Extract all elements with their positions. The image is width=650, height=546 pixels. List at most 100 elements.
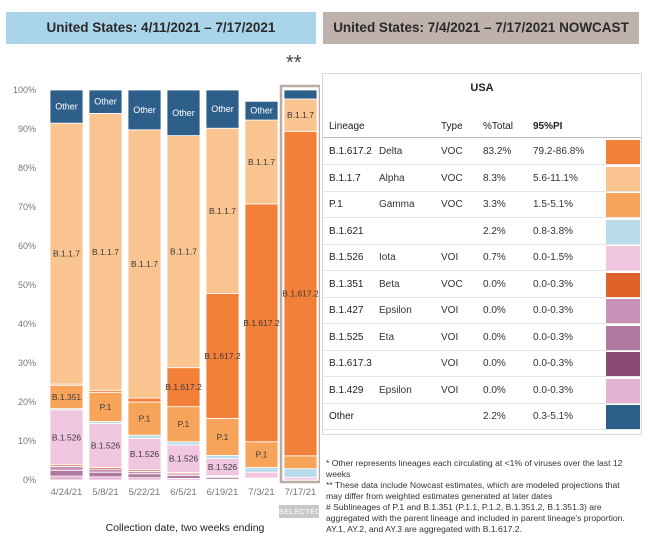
bar-segment-b-1-525 [127, 473, 162, 479]
type-cell: VOI [441, 358, 459, 369]
x-tick-label: 5/8/21 [92, 487, 118, 498]
table-row: P.1 Gamma VOC 3.3% 1.5-5.1% [323, 191, 641, 218]
table-header-divider [323, 137, 641, 138]
who-label-cell: Beta [379, 278, 400, 290]
bar-data-label: P.1 [100, 402, 112, 412]
bar-segment-b-1-621 [244, 467, 279, 473]
bar-data-label: Other [172, 108, 195, 118]
bar-data-label: Other [133, 105, 156, 115]
bar-segment-b-1-1-7 [166, 135, 201, 369]
table-row: B.1.351 Beta VOC 0.0% 0.0-0.3% [323, 271, 641, 298]
pi-cell: 0.3-5.1% [533, 411, 574, 422]
bar-segment-b-1-617-2 [127, 397, 162, 403]
total-cell: 8.3% [483, 172, 506, 184]
y-tick-label: 80% [18, 163, 36, 173]
bar-segment-b-1-617-2 [283, 130, 318, 457]
lineage-color-swatch [606, 272, 640, 297]
x-tick-label: 7/17/21 [285, 487, 317, 498]
bar-segment-b-1-427 [49, 465, 84, 471]
bar-data-label: Other [250, 106, 273, 116]
bar-data-label: Other [211, 104, 234, 114]
bar-data-label: B.1.617.2 [165, 382, 202, 392]
lineage-cell: B.1.621 [329, 225, 364, 237]
y-tick-label: 100% [13, 85, 36, 95]
pi-cell: 0.0-0.3% [533, 358, 574, 369]
bar-segment-b-1-1-7 [49, 122, 84, 385]
bar-data-label: P.1 [139, 414, 151, 424]
bar-segment-other [244, 100, 279, 121]
bar-segment-b-1-621 [127, 434, 162, 439]
x-tick-label: 6/19/21 [207, 487, 239, 498]
bar-segment-p-1 [283, 455, 318, 470]
stacked-bar-chart: 0% 10% 20% 30% 40% 50% 60% 70% 80% 90% 100% 4/24/21… [13, 84, 320, 498]
bar-segment-b-1-427 [88, 468, 123, 473]
footnote-nowcast: ** These data include Nowcast estimates,… [326, 480, 620, 501]
bar-data-label: P.1 [217, 432, 229, 442]
bar-data-label: B.1.617.2 [204, 351, 241, 361]
total-cell: 0.0% [483, 384, 506, 396]
lineage-cell: B.1.427 [329, 305, 364, 316]
type-cell: VOC [441, 172, 463, 184]
lineage-cell: B.1.351 [329, 278, 364, 290]
table-row: B.1.429 Epsilon VOI 0.0% 0.0-0.3% [323, 377, 641, 404]
lineage-color-swatch [606, 193, 640, 217]
bar-data-label: Other [94, 97, 117, 107]
pi-cell: 0.8-3.8% [533, 225, 574, 237]
total-cell: 0.0% [483, 331, 506, 343]
pi-cell: 0.0-0.3% [533, 278, 574, 290]
x-tick-label: 4/24/21 [51, 487, 83, 498]
bar-segment-b-1-1-7 [127, 129, 162, 399]
lineage-color-swatch [606, 219, 640, 244]
pi-cell: 0.0-0.3% [533, 331, 574, 343]
bar-data-label: P.1 [256, 450, 268, 460]
table-row: B.1.621 2.2% 0.8-3.8% [323, 218, 641, 245]
table-row: B.1.617.2 Delta VOC 83.2% 79.2-86.8% [323, 138, 641, 165]
bar-data-label: B.1.617.2 [243, 318, 280, 328]
lineage-color-swatch [606, 405, 640, 429]
type-cell: VOC [441, 199, 463, 210]
bar-segment-b-1-525 [49, 469, 84, 477]
lineage-color-swatch [606, 299, 640, 323]
bar-segment-b-1-526 [88, 423, 123, 468]
lineage-cell: P.1 [329, 199, 343, 210]
bar-segment-b-1-526 [166, 444, 201, 473]
bar-segment-other [127, 89, 162, 131]
lineage-cell: Other [329, 411, 355, 422]
y-tick-label: 30% [18, 358, 36, 368]
bar-data-label: B.1.1.7 [131, 259, 158, 269]
y-tick-label: 40% [18, 319, 36, 329]
y-tick-label: 70% [18, 202, 36, 212]
bar-segment-b-1-429 [88, 476, 123, 481]
column-header-type: Type [441, 121, 463, 132]
lineage-cell: B.1.429 [329, 384, 364, 396]
bar-segment-b-1-525 [88, 471, 123, 478]
bar-data-label: B.1.617.2 [282, 289, 319, 299]
bar-segment-p-1 [244, 441, 279, 468]
total-cell: 0.0% [483, 278, 506, 290]
y-tick-label: 60% [18, 241, 36, 251]
total-cell: 2.2% [483, 225, 506, 237]
bar-data-label: P.1 [178, 419, 190, 429]
who-label-cell: Alpha [379, 172, 405, 184]
bar-segment-b-1-526 [244, 471, 279, 479]
type-cell: VOC [441, 146, 463, 157]
bar-data-label: B.1.526 [91, 440, 121, 450]
bar-data-label: B.1.351 [52, 392, 82, 402]
bar-segment-b-1-525 [166, 474, 201, 479]
column-header-pi: 95%PI [533, 121, 563, 132]
bar-segment-b-1-621 [205, 455, 240, 459]
total-cell: 3.3% [483, 199, 506, 210]
selected-tag[interactable]: SELECTED [279, 505, 321, 518]
pi-cell: 0.0-0.3% [533, 384, 574, 396]
right-panel-header: United States: 7/4/2021 – 7/17/2021 NOWC… [323, 12, 639, 44]
x-tick-label: 6/5/21 [170, 487, 196, 498]
bar-segment-b-1-621 [283, 468, 318, 478]
total-cell: 0.0% [483, 305, 506, 316]
bar-segment-b-1-621 [166, 441, 201, 446]
bar-data-label: B.1.1.7 [92, 247, 119, 257]
footnotes: * Other represents lineages each circula… [326, 458, 638, 535]
bar-segment-b-1-526 [49, 409, 84, 466]
total-cell: 2.2% [483, 411, 506, 422]
table-header-row: Lineage Type %Total 95%PI [323, 118, 641, 134]
type-cell: VOI [441, 305, 459, 316]
